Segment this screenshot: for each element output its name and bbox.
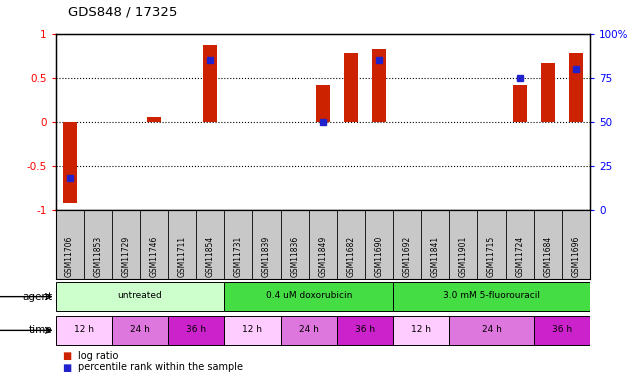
Text: ■: ■ (62, 351, 71, 361)
Bar (224, 282, 393, 312)
Text: GSM11692: GSM11692 (403, 236, 411, 277)
Text: GSM11715: GSM11715 (487, 236, 496, 277)
Bar (337, 315, 393, 345)
Text: GSM11839: GSM11839 (262, 236, 271, 277)
Text: GSM11853: GSM11853 (93, 236, 102, 277)
Text: 24 h: 24 h (130, 325, 150, 334)
Text: GSM11901: GSM11901 (459, 236, 468, 277)
Text: GSM11684: GSM11684 (543, 236, 552, 277)
Text: 3.0 mM 5-fluorouracil: 3.0 mM 5-fluorouracil (443, 291, 540, 300)
Bar (541, 63, 555, 122)
Bar (569, 53, 583, 122)
Text: GSM11849: GSM11849 (318, 236, 327, 277)
Bar (56, 282, 224, 312)
Text: ■: ■ (62, 363, 71, 372)
Text: 0.4 uM doxorubicin: 0.4 uM doxorubicin (266, 291, 352, 300)
Text: GSM11724: GSM11724 (515, 236, 524, 277)
Text: GSM11696: GSM11696 (572, 236, 581, 277)
Text: GSM11706: GSM11706 (65, 236, 74, 277)
Text: 12 h: 12 h (411, 325, 431, 334)
Text: GSM11711: GSM11711 (177, 236, 187, 277)
Bar (316, 85, 330, 122)
Text: 36 h: 36 h (186, 325, 206, 334)
Bar (168, 315, 224, 345)
Text: 36 h: 36 h (551, 325, 572, 334)
Text: log ratio: log ratio (78, 351, 118, 361)
Bar (372, 49, 386, 122)
Bar (147, 117, 161, 122)
Bar (281, 315, 337, 345)
Text: GDS848 / 17325: GDS848 / 17325 (68, 6, 177, 19)
Text: time: time (29, 326, 52, 335)
Bar (393, 315, 449, 345)
Text: 24 h: 24 h (481, 325, 502, 334)
Text: 12 h: 12 h (74, 325, 93, 334)
Bar (62, 122, 76, 203)
Bar (224, 315, 281, 345)
Text: 12 h: 12 h (242, 325, 262, 334)
Bar (344, 53, 358, 122)
Text: 24 h: 24 h (298, 325, 319, 334)
Text: untreated: untreated (117, 291, 162, 300)
Bar (56, 315, 112, 345)
Bar (512, 85, 527, 122)
Text: GSM11746: GSM11746 (150, 236, 158, 277)
Bar (112, 315, 168, 345)
Text: agent: agent (22, 292, 52, 302)
Text: percentile rank within the sample: percentile rank within the sample (78, 363, 242, 372)
Bar (393, 282, 590, 312)
Text: GSM11836: GSM11836 (290, 236, 299, 277)
Text: 36 h: 36 h (355, 325, 375, 334)
Text: GSM11729: GSM11729 (121, 236, 131, 277)
Text: GSM11841: GSM11841 (431, 236, 440, 277)
Text: GSM11682: GSM11682 (346, 236, 355, 277)
Bar (449, 315, 534, 345)
Bar (534, 315, 590, 345)
Text: GSM11854: GSM11854 (206, 236, 215, 277)
Text: GSM11731: GSM11731 (234, 236, 243, 277)
Text: GSM11690: GSM11690 (375, 236, 384, 277)
Bar (203, 45, 217, 122)
